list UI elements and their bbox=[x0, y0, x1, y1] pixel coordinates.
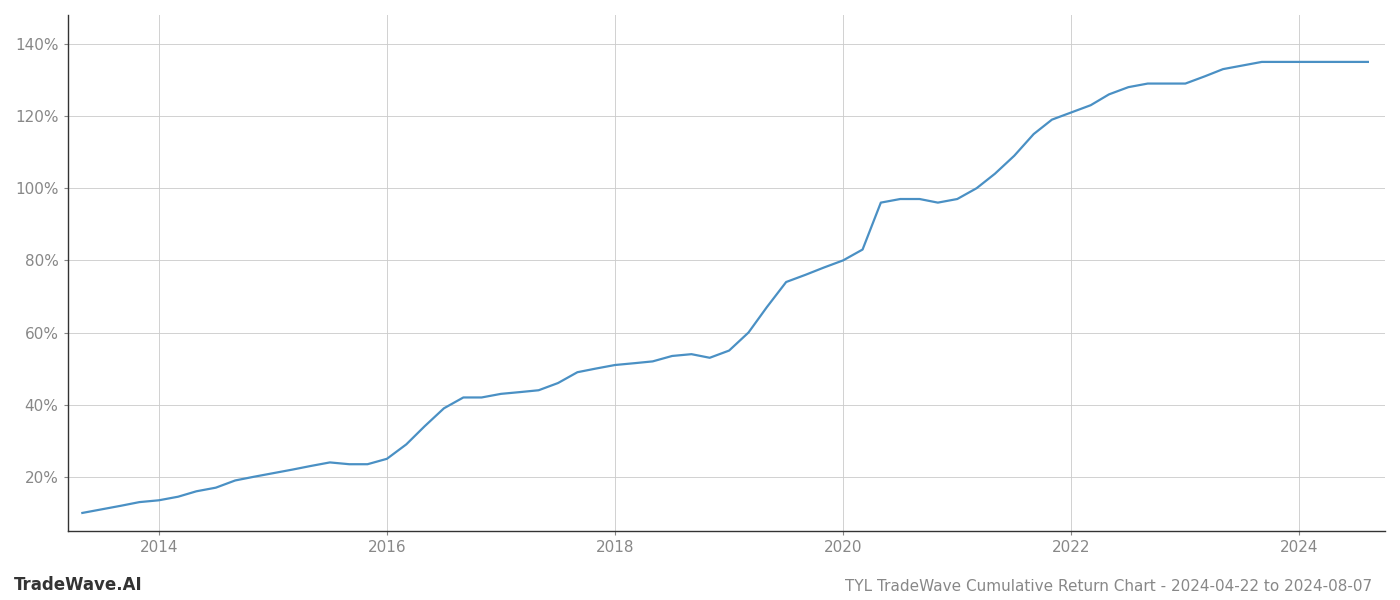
Text: TradeWave.AI: TradeWave.AI bbox=[14, 576, 143, 594]
Text: TYL TradeWave Cumulative Return Chart - 2024-04-22 to 2024-08-07: TYL TradeWave Cumulative Return Chart - … bbox=[844, 579, 1372, 594]
